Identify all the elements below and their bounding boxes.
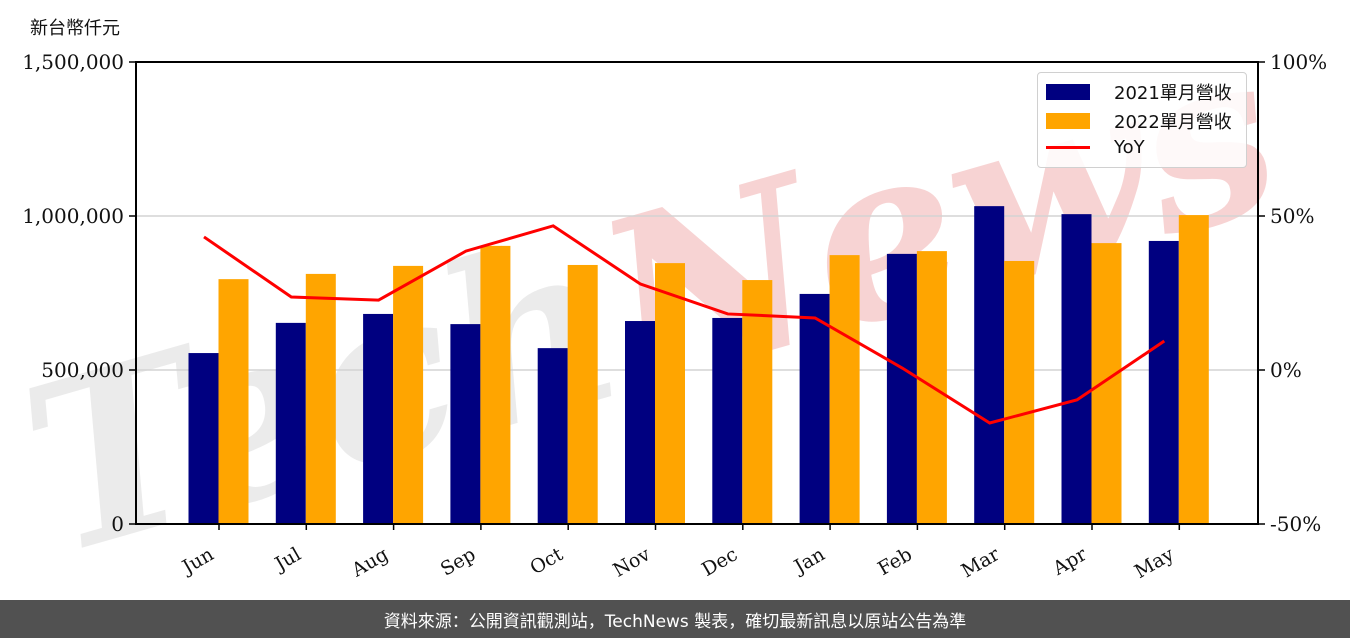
y-tick-label: 0 xyxy=(111,512,124,536)
x-tick-label-jan: Jan xyxy=(789,543,829,579)
bar-series xyxy=(188,206,1209,525)
y2-tick-label: 100% xyxy=(1270,50,1327,74)
legend-item-2021: 2021單月營收 xyxy=(1046,79,1232,105)
legend-swatch-2022 xyxy=(1046,113,1090,129)
bar-2021-aug xyxy=(363,313,394,524)
bar-2022-sep xyxy=(480,245,511,524)
bar-2022-mar xyxy=(1004,260,1035,524)
bar-2021-may xyxy=(1148,240,1179,524)
bar-2022-dec xyxy=(742,280,773,524)
y-axis-right-ticks: -50% 0% 50% 100% xyxy=(1258,50,1327,536)
y2-tick-label: 0% xyxy=(1270,358,1302,382)
y-tick-label: 500,000 xyxy=(41,358,124,382)
legend-label-2022: 2022單月營收 xyxy=(1114,112,1232,133)
y-tick-label: 1,000,000 xyxy=(22,204,124,228)
bar-2021-jan xyxy=(799,293,830,524)
yoy-line-series xyxy=(203,224,1166,425)
legend-line-yoy xyxy=(1046,146,1090,149)
bar-2021-feb xyxy=(886,253,917,524)
x-tick-label-aug: Aug xyxy=(347,543,392,582)
bar-2021-jun xyxy=(188,353,219,524)
chart-legend: 2021單月營收 2022單月營收 YoY xyxy=(1037,72,1247,168)
legend-label-2021: 2021單月營收 xyxy=(1114,83,1232,104)
y-axis-unit-label: 新台幣仟元 xyxy=(30,18,120,39)
bar-2022-aug xyxy=(393,265,424,524)
legend-swatch-2021 xyxy=(1046,84,1090,100)
x-tick-label-feb: Feb xyxy=(874,543,916,580)
x-tick-label-sep: Sep xyxy=(437,543,480,580)
source-text: 資料來源：公開資訊觀測站，TechNews 製表，確切最新訊息以原站公告為準 xyxy=(383,611,967,632)
bar-2021-dec xyxy=(712,317,743,524)
x-tick-label-oct: Oct xyxy=(526,543,567,579)
bar-2021-nov xyxy=(625,321,655,524)
y2-tick-label: -50% xyxy=(1270,512,1321,536)
y2-tick-label: 50% xyxy=(1270,204,1314,228)
yoy-line xyxy=(203,224,1166,425)
x-tick-label-dec: Dec xyxy=(698,543,741,581)
bar-2021-mar xyxy=(974,206,1005,525)
bar-2021-sep xyxy=(450,324,481,524)
plot-frame xyxy=(135,61,1259,525)
bar-2022-oct xyxy=(567,264,598,524)
bar-2021-oct xyxy=(537,348,568,524)
legend-item-yoy: YoY xyxy=(1046,137,1145,158)
source-footer: 資料來源：公開資訊觀測站，TechNews 製表，確切最新訊息以原站公告為準 xyxy=(0,600,1350,638)
bar-2022-may xyxy=(1178,215,1209,525)
y-tick-label: 1,500,000 xyxy=(22,50,124,74)
axes xyxy=(135,61,1259,525)
legend-label-yoy: YoY xyxy=(1114,137,1145,158)
x-tick-label-nov: Nov xyxy=(609,543,654,582)
bar-2021-jul xyxy=(275,322,306,524)
y-axis-left-ticks: 0 500,000 1,000,000 1,500,000 xyxy=(22,50,136,536)
x-tick-label-may: May xyxy=(1131,543,1178,583)
bar-2022-jun xyxy=(218,279,249,524)
legend-item-2022: 2022單月營收 xyxy=(1046,108,1232,134)
bar-2022-nov xyxy=(655,263,685,524)
x-tick-label-apr: Apr xyxy=(1048,543,1091,580)
bar-2022-apr xyxy=(1091,243,1122,524)
x-tick-label-mar: Mar xyxy=(958,543,1004,582)
bar-2022-jul xyxy=(305,273,336,524)
bar-2022-jan xyxy=(829,255,860,524)
bar-2021-apr xyxy=(1061,214,1092,525)
